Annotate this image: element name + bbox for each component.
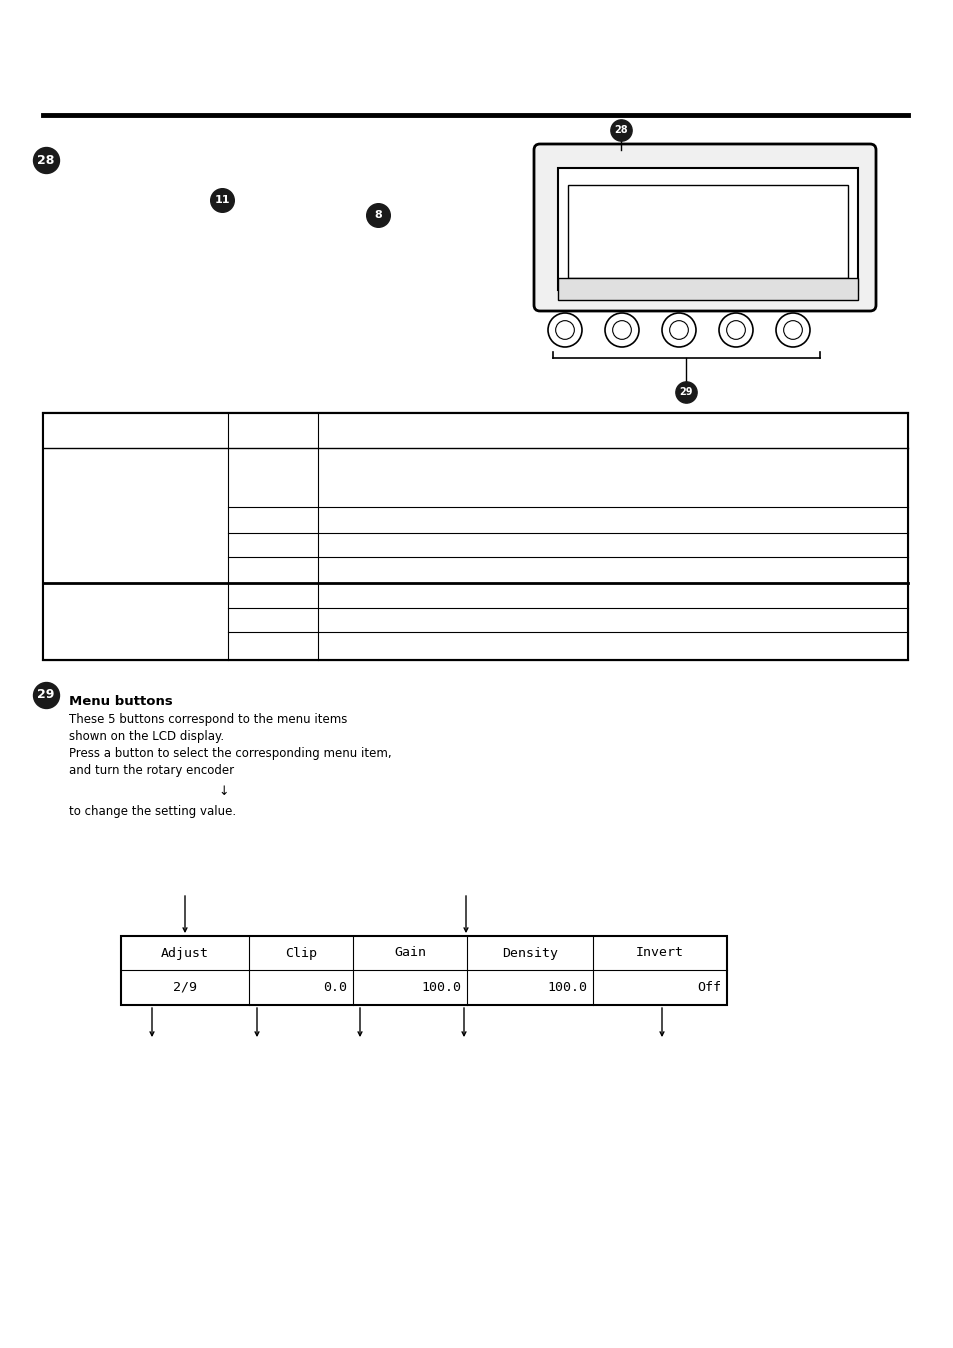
Text: 29: 29 xyxy=(37,689,54,701)
Text: ↓: ↓ xyxy=(218,785,229,798)
Text: Density: Density xyxy=(501,946,558,960)
Text: Gain: Gain xyxy=(394,946,426,960)
Text: 100.0: 100.0 xyxy=(420,981,460,993)
Text: 0.0: 0.0 xyxy=(323,981,347,993)
Text: 28: 28 xyxy=(37,154,54,167)
Text: Menu buttons: Menu buttons xyxy=(69,696,172,708)
Text: 28: 28 xyxy=(614,125,627,135)
Text: 8: 8 xyxy=(374,210,381,220)
Bar xyxy=(43,412,907,661)
Text: Press a button to select the corresponding menu item,: Press a button to select the correspondi… xyxy=(69,747,392,760)
Text: Adjust: Adjust xyxy=(161,946,209,960)
Text: 29: 29 xyxy=(679,387,692,398)
Text: Invert: Invert xyxy=(636,946,683,960)
Text: and turn the rotary encoder: and turn the rotary encoder xyxy=(69,764,233,776)
Text: shown on the LCD display.: shown on the LCD display. xyxy=(69,731,224,743)
Text: Off: Off xyxy=(697,981,720,993)
Bar xyxy=(558,168,857,290)
Text: 2/9: 2/9 xyxy=(172,981,196,993)
Bar xyxy=(558,278,857,301)
Text: Clip: Clip xyxy=(285,946,316,960)
Text: to change the setting value.: to change the setting value. xyxy=(69,805,236,818)
Bar xyxy=(43,412,907,661)
Bar xyxy=(121,936,726,1006)
Text: 11: 11 xyxy=(214,195,230,205)
Text: 100.0: 100.0 xyxy=(546,981,586,993)
Bar xyxy=(567,185,847,278)
Text: These 5 buttons correspond to the menu items: These 5 buttons correspond to the menu i… xyxy=(69,713,347,727)
FancyBboxPatch shape xyxy=(534,144,875,311)
